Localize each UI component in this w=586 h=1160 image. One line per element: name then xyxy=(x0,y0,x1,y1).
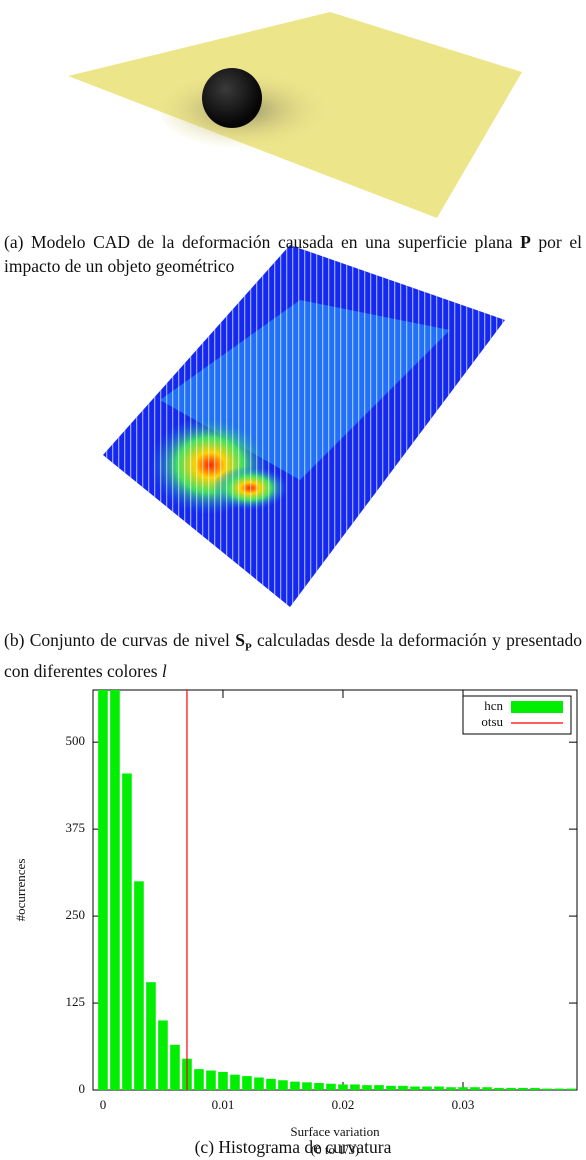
x-tick-label: 0.02 xyxy=(332,1097,355,1112)
bar xyxy=(398,1085,408,1090)
bar xyxy=(230,1074,240,1090)
bar xyxy=(194,1069,204,1090)
caption-text: por el impacto de un objeto geométrico xyxy=(4,232,582,276)
bar xyxy=(278,1080,288,1090)
legend-label: hcn xyxy=(484,698,503,713)
bar xyxy=(254,1077,264,1090)
bar xyxy=(410,1086,420,1090)
caption-text: (a) Modelo CAD de la deformación causada… xyxy=(4,232,521,252)
bar xyxy=(290,1081,300,1090)
bar xyxy=(98,690,108,1090)
caption-b: (b) Conjunto de curvas de nivel SP calcu… xyxy=(4,629,582,684)
bar xyxy=(110,690,120,1090)
bar xyxy=(482,1087,492,1090)
x-tick-label: 0 xyxy=(100,1097,107,1112)
image-a xyxy=(68,12,522,218)
x-tick-label: 0.01 xyxy=(212,1097,235,1112)
bar xyxy=(206,1070,216,1090)
bar xyxy=(266,1078,276,1090)
legend-label: otsu xyxy=(481,714,503,729)
y-tick-label: 250 xyxy=(66,907,86,922)
bar xyxy=(350,1084,360,1090)
y-axis-label: #ocurrences xyxy=(13,859,28,922)
histogram-chart: 0 125 250 375 500 0 0.01 0.02 0.03 Surface variat… xyxy=(13,689,578,1157)
bar xyxy=(362,1085,372,1090)
caption-a: (a) Modelo CAD de la deformación causada… xyxy=(4,231,582,278)
caption-subscript: P xyxy=(244,641,252,654)
y-tick-label: 375 xyxy=(66,820,86,835)
bar xyxy=(218,1071,228,1090)
x-axis-sublabel: (0 to 1/3) xyxy=(311,1142,359,1157)
bar xyxy=(122,773,132,1090)
bar xyxy=(434,1086,444,1090)
plot-area xyxy=(98,690,576,1090)
bar xyxy=(374,1085,384,1090)
y-tick-label: 125 xyxy=(66,994,86,1009)
bar xyxy=(530,1087,540,1090)
bar xyxy=(494,1087,504,1090)
image-b xyxy=(103,245,505,607)
bar xyxy=(506,1087,516,1090)
bar xyxy=(302,1082,312,1090)
x-tick-label: 0.03 xyxy=(452,1097,475,1112)
bar xyxy=(566,1088,576,1090)
x-axis-label: Surface variation xyxy=(290,1124,380,1139)
bar xyxy=(422,1086,432,1090)
y-tick-label: 0 xyxy=(79,1081,86,1096)
bar xyxy=(314,1083,324,1090)
bar xyxy=(338,1084,348,1090)
bar xyxy=(470,1087,480,1090)
bar xyxy=(242,1076,252,1090)
legend-swatch xyxy=(511,701,563,713)
caption-symbol: P xyxy=(520,232,531,252)
bar xyxy=(146,982,156,1090)
bar xyxy=(326,1083,336,1090)
bar xyxy=(458,1087,468,1090)
bar xyxy=(170,1044,180,1090)
caption-symbol: l xyxy=(161,661,167,681)
bar xyxy=(542,1088,552,1090)
bar xyxy=(134,881,144,1090)
caption-text: (c) Histograma de curvatura xyxy=(194,1137,392,1157)
y-tick-label: 500 xyxy=(66,733,86,748)
bar xyxy=(158,1020,168,1090)
caption-c: (c) Histograma de curvatura xyxy=(4,1136,582,1160)
caption-text: (b) Conjunto de curvas de nivel xyxy=(4,630,236,650)
caption-text: calculadas desde la deformación y presen… xyxy=(4,630,582,681)
bar xyxy=(554,1088,564,1090)
bar xyxy=(518,1087,528,1090)
bar xyxy=(386,1085,396,1090)
bar xyxy=(446,1087,456,1090)
caption-symbol: S xyxy=(235,630,245,650)
